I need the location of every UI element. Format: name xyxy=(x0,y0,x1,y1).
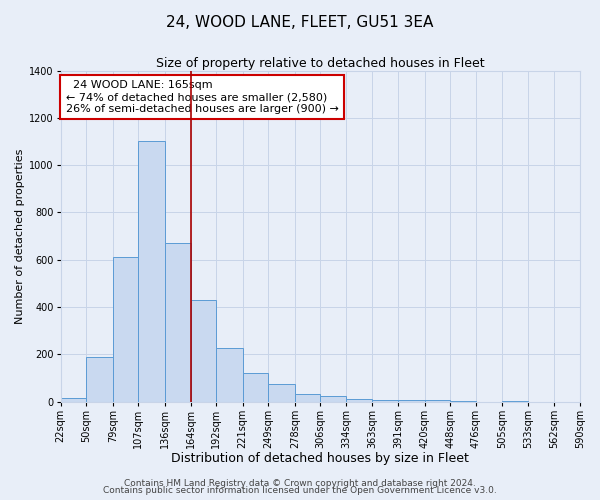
Text: 24 WOOD LANE: 165sqm
← 74% of detached houses are smaller (2,580)
26% of semi-de: 24 WOOD LANE: 165sqm ← 74% of detached h… xyxy=(66,80,339,114)
Title: Size of property relative to detached houses in Fleet: Size of property relative to detached ho… xyxy=(156,58,485,70)
Bar xyxy=(502,401,528,402)
Text: Contains public sector information licensed under the Open Government Licence v3: Contains public sector information licen… xyxy=(103,486,497,495)
Bar xyxy=(425,400,450,402)
Bar xyxy=(450,401,476,402)
Bar xyxy=(61,398,86,402)
Bar xyxy=(139,142,165,402)
Bar xyxy=(346,399,373,402)
X-axis label: Distribution of detached houses by size in Fleet: Distribution of detached houses by size … xyxy=(172,452,469,465)
Bar xyxy=(268,384,295,402)
Bar xyxy=(398,400,425,402)
Bar xyxy=(86,356,113,402)
Y-axis label: Number of detached properties: Number of detached properties xyxy=(15,148,25,324)
Bar xyxy=(216,348,242,402)
Bar xyxy=(373,400,398,402)
Text: 24, WOOD LANE, FLEET, GU51 3EA: 24, WOOD LANE, FLEET, GU51 3EA xyxy=(166,15,434,30)
Bar xyxy=(242,373,268,402)
Bar xyxy=(320,396,346,402)
Bar xyxy=(295,394,320,402)
Bar xyxy=(165,243,191,402)
Bar xyxy=(191,300,216,402)
Bar xyxy=(113,258,139,402)
Text: Contains HM Land Registry data © Crown copyright and database right 2024.: Contains HM Land Registry data © Crown c… xyxy=(124,478,476,488)
